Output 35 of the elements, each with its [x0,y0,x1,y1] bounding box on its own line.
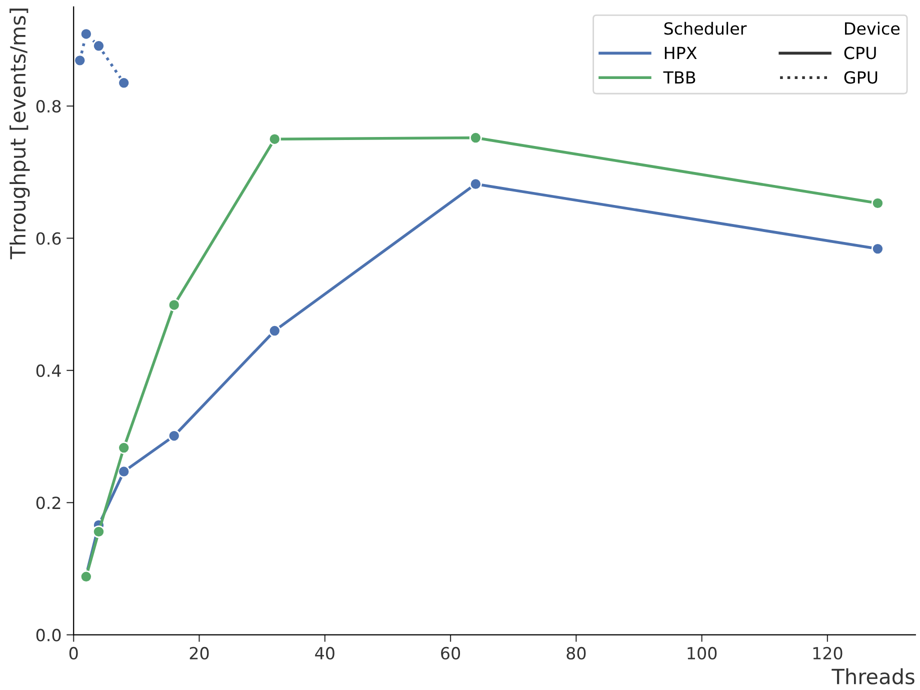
y-tick-label: 0.6 [36,232,61,245]
legend-label: TBB [663,71,696,84]
x-tick-label: 0 [69,646,78,660]
point [92,40,105,52]
x-axis-title: Threads [832,668,914,684]
point [268,324,281,338]
x-tick-label: 20 [190,646,209,660]
point [80,28,92,40]
point [268,132,281,146]
annotation: GPU [844,71,878,84]
x-tick-label: 100 [688,646,717,660]
point [168,298,180,312]
y-tick-label: 0.2 [36,496,60,510]
y-axis-title: Throughput [events/ms] [10,8,30,260]
point [871,196,884,210]
point [168,430,180,442]
y-tick-label: 0.0 [36,628,61,642]
x-tick-label: 120 [813,646,842,660]
legend-label: HPX [664,46,697,60]
x-tick-label: 80 [566,646,586,660]
point [74,54,86,67]
annotation: Device [845,22,900,35]
y-tick-label: 0.8 [36,100,61,113]
legend-title: Scheduler [664,22,747,35]
x-tick-label: 40 [315,646,334,660]
point [469,178,482,190]
point [871,242,884,256]
point [118,442,130,454]
y-tick-label: 0.4 [36,364,61,377]
point [92,525,105,538]
point [118,465,130,478]
point [118,76,130,90]
x-tick-label: 60 [441,646,460,660]
point [469,132,482,144]
annotation: CPU [844,46,876,60]
